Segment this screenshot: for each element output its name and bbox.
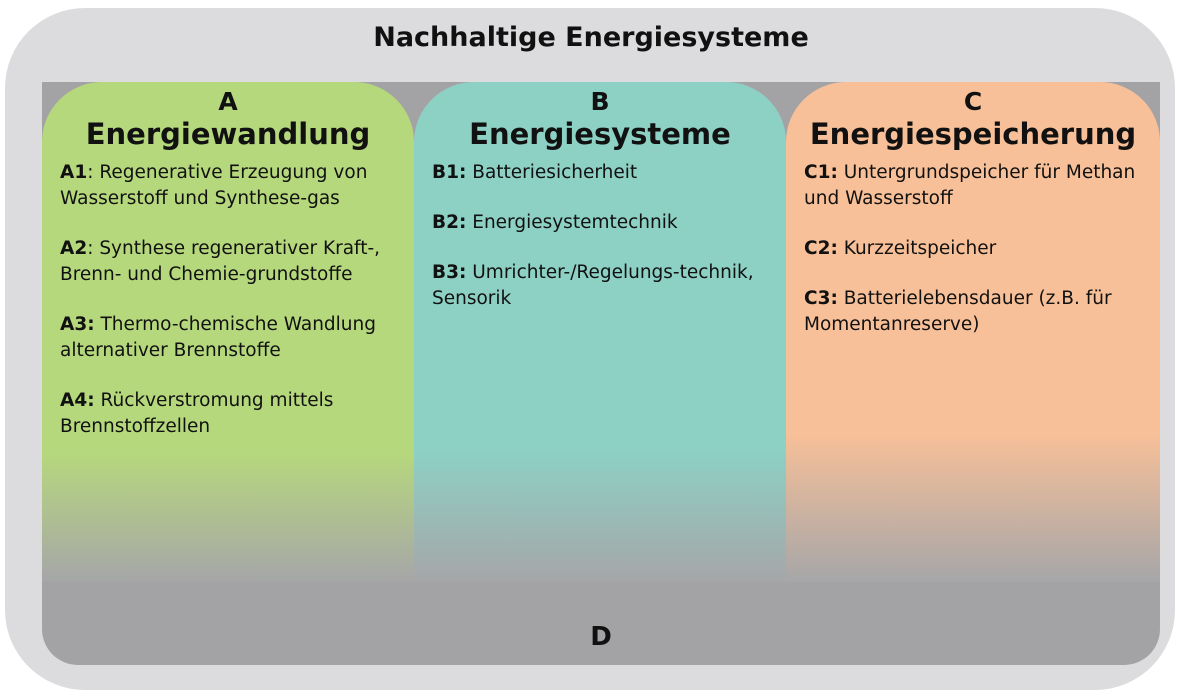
item: A1: Regenerative Erzeugung von Wassersto…	[60, 160, 396, 212]
item-text: : Regenerative Erzeugung von Wasserstoff…	[60, 162, 368, 209]
diagram-title: Nachhaltige Energiesysteme	[373, 22, 809, 53]
item-text: Energiesystemtechnik	[466, 212, 678, 233]
column-letter: C	[963, 87, 983, 116]
board: C Energiespeicherung C1: Untergrundspeiche…	[42, 82, 1160, 665]
item-code: C3:	[804, 288, 838, 309]
item-code: B3:	[432, 262, 467, 283]
item-text: : Synthese regenerativer Kraft-, Brenn- …	[60, 238, 381, 285]
item: C2: Kurzzeitspeicher	[804, 236, 1142, 262]
item-code: B1:	[432, 162, 467, 183]
item-code: A2	[60, 238, 88, 259]
item-text: Umrichter-/Regelungs-technik, Sensorik	[432, 262, 754, 309]
column: C Energiespeicherung C1: Untergrundspeiche…	[786, 82, 1160, 582]
item-text: Kurzzeitspeicher	[837, 238, 997, 259]
item-code: A1	[60, 162, 88, 183]
column-letter: B	[590, 87, 610, 116]
item-text: Thermo-chemische Wandlung alternativer B…	[60, 314, 377, 361]
item-code: B2:	[432, 212, 467, 233]
item: C1: Untergrundspeicher für Methan und Wa…	[804, 160, 1142, 212]
column: A Energiewandlung A1: Regenerative Erzeugu…	[42, 82, 414, 582]
item: A4: Rückverstromung mittels Brennstoffze…	[60, 388, 396, 440]
item-code: A3:	[60, 314, 95, 335]
item-text: Rückverstromung mittels Brennstoffzellen	[60, 390, 334, 437]
item: A3: Thermo-chemische Wandlung alternativ…	[60, 312, 396, 364]
column-name: Energiewandlung	[85, 117, 371, 151]
item: B1: Batteriesicherheit	[432, 160, 768, 186]
item-code: C1:	[804, 162, 838, 183]
item: C3: Batterielebensdauer (z.B. für Moment…	[804, 286, 1142, 338]
item: B2: Energiesystemtechnik	[432, 210, 768, 236]
item-text: Batterielebensdauer (z.B. für Momentanre…	[804, 288, 1112, 335]
column-name: Energiespeicherung	[809, 117, 1137, 151]
column-letter: A	[218, 87, 238, 116]
item-text: Untergrundspeicher für Methan und Wasser…	[804, 162, 1136, 209]
item: A2: Synthese regenerativer Kraft-, Brenn…	[60, 236, 396, 288]
item-code: C2:	[804, 238, 838, 259]
column: B Energiesysteme B1: Batteriesicherheit B2:…	[414, 82, 786, 582]
item-code: A4:	[60, 390, 95, 411]
item-text: Batteriesicherheit	[466, 162, 638, 183]
item: B3: Umrichter-/Regelungs-technik, Sensor…	[432, 260, 768, 312]
column-name: Energiesysteme	[469, 117, 731, 151]
footer-label: D	[590, 622, 612, 652]
